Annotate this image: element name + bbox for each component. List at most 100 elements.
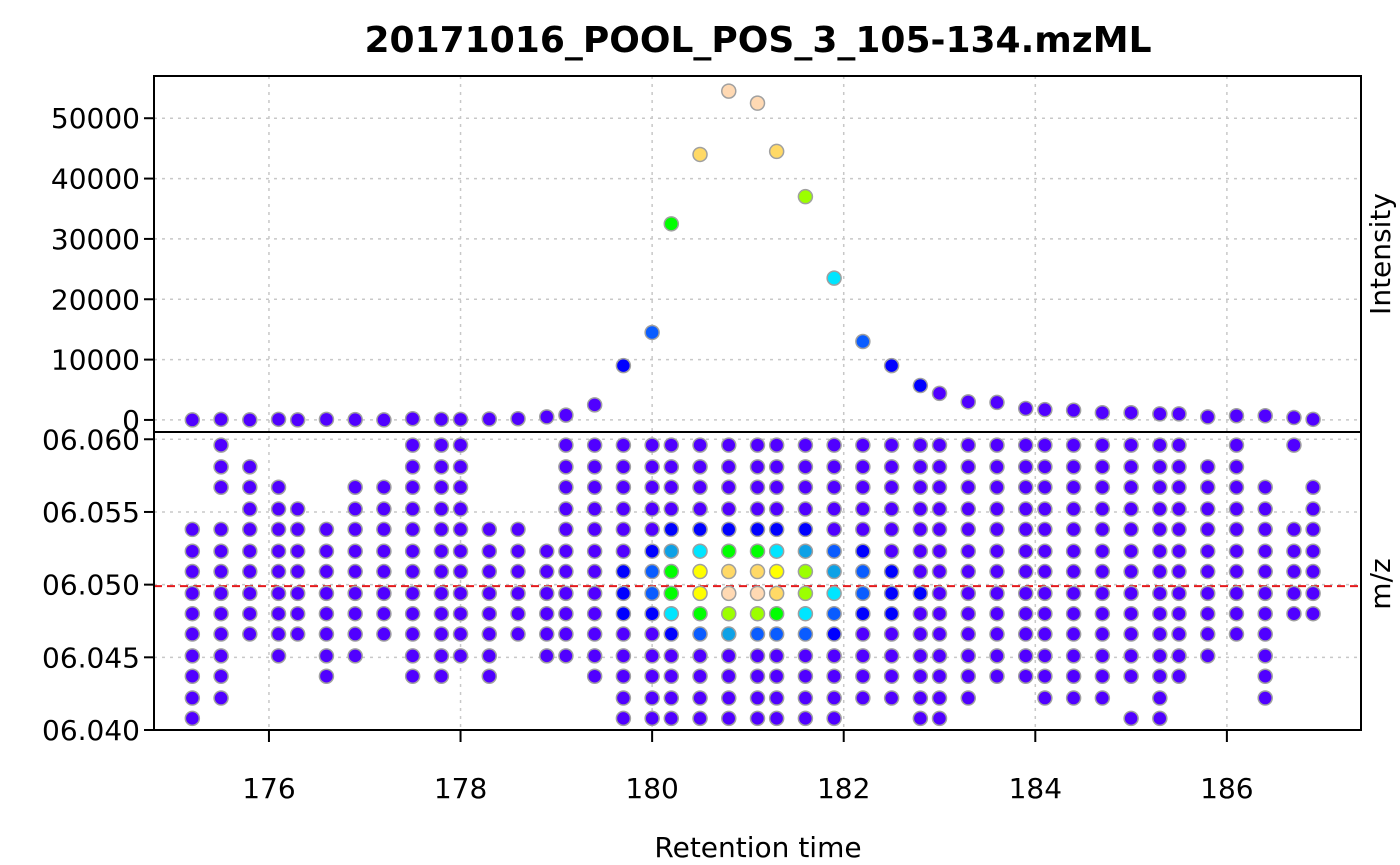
mz-point [1228, 437, 1245, 453]
mz-point [184, 626, 201, 642]
mz-point [347, 626, 363, 642]
mz-point [452, 459, 469, 475]
mz-point [644, 690, 660, 706]
intensity-point [1065, 402, 1082, 419]
mz-point [989, 479, 1005, 495]
mz-point [1065, 668, 1082, 684]
mz-point [1017, 605, 1034, 622]
mz-point [692, 437, 708, 453]
mz-tick-label: 06.045 [42, 641, 140, 674]
mz-point [749, 585, 766, 602]
mz-point [797, 437, 814, 453]
mz-point [1199, 459, 1216, 475]
mz-point [615, 437, 632, 453]
mz-point [721, 521, 737, 538]
mz-point [586, 479, 603, 495]
mz-point [1123, 459, 1139, 475]
mz-point [433, 459, 450, 475]
mz-point [721, 437, 737, 453]
mz-point [1257, 543, 1273, 559]
mz-point [452, 501, 469, 517]
mz-point [883, 459, 900, 475]
mz-point [663, 605, 680, 622]
intensity-axis-label: Intensity [1364, 193, 1397, 315]
mz-point [797, 543, 814, 559]
mz-point [663, 521, 680, 538]
mz-point [692, 521, 708, 538]
mz-point [558, 479, 574, 495]
mz-point [1037, 668, 1053, 684]
mz-point [931, 437, 948, 453]
mz-point [558, 605, 574, 622]
mz-point [481, 521, 498, 538]
mz-point [213, 521, 229, 538]
mz-point [318, 626, 335, 642]
mz-point [721, 563, 737, 580]
mz-point [1228, 479, 1245, 495]
mz-point [615, 605, 632, 622]
mz-point [289, 605, 306, 622]
mz-point [912, 668, 929, 684]
mz-point [663, 648, 680, 664]
mz-point [912, 690, 929, 706]
mz-point [931, 459, 948, 475]
mz-point [721, 690, 737, 706]
rt-tick-label: 176 [242, 772, 295, 805]
mz-point [883, 543, 900, 559]
mz-point [289, 563, 306, 580]
mz-point [586, 501, 603, 517]
mz-point [663, 543, 680, 559]
mz-point [1123, 479, 1139, 495]
mz-point [931, 605, 948, 622]
mz-point [376, 521, 392, 538]
mz-point [644, 543, 660, 559]
intensity-point [1305, 411, 1321, 428]
mz-point [270, 648, 287, 664]
mz-point [989, 437, 1005, 453]
intensity-point [960, 394, 976, 410]
mz-point [270, 563, 287, 580]
mz-point [1171, 648, 1187, 664]
mz-point [1037, 563, 1053, 580]
mz-point [347, 543, 363, 559]
intensity-point [481, 411, 498, 427]
mz-point [960, 501, 976, 517]
mz-point [1037, 605, 1053, 622]
mz-point [452, 521, 469, 538]
mz-point [912, 605, 929, 622]
intensity-point [989, 394, 1005, 411]
intensity-point [404, 410, 421, 427]
mz-point [1228, 521, 1245, 538]
intensity-axis: 0 10000 20000 30000 40000 50000 [51, 102, 154, 437]
mz-point [644, 605, 660, 622]
mz-point [749, 437, 766, 453]
intensity-point [558, 407, 574, 423]
mz-point [855, 585, 871, 602]
mz-point [644, 710, 660, 727]
intensity-point [749, 95, 766, 111]
mz-point [797, 479, 814, 495]
mz-point [1257, 585, 1273, 602]
mz-point [615, 585, 632, 602]
mz-point [184, 563, 201, 580]
mz-point [826, 648, 842, 664]
mz-point [826, 437, 842, 453]
mz-point [1257, 605, 1273, 622]
mz-point [1017, 501, 1034, 517]
mz-point [1171, 459, 1187, 475]
mz-point [644, 521, 660, 538]
mz-point [289, 543, 306, 559]
mz-point [797, 501, 814, 517]
mz-point [721, 459, 737, 475]
mz-point [481, 605, 498, 622]
mz-point [797, 690, 814, 706]
mz-point [404, 605, 421, 622]
mz-point [318, 543, 335, 559]
mz-point [213, 605, 229, 622]
mz-point [270, 543, 287, 559]
mz-point [289, 521, 306, 538]
mz-point [1228, 563, 1245, 580]
mz-point [1123, 543, 1139, 559]
mz-point [510, 626, 526, 642]
intensity-point [1228, 407, 1245, 424]
